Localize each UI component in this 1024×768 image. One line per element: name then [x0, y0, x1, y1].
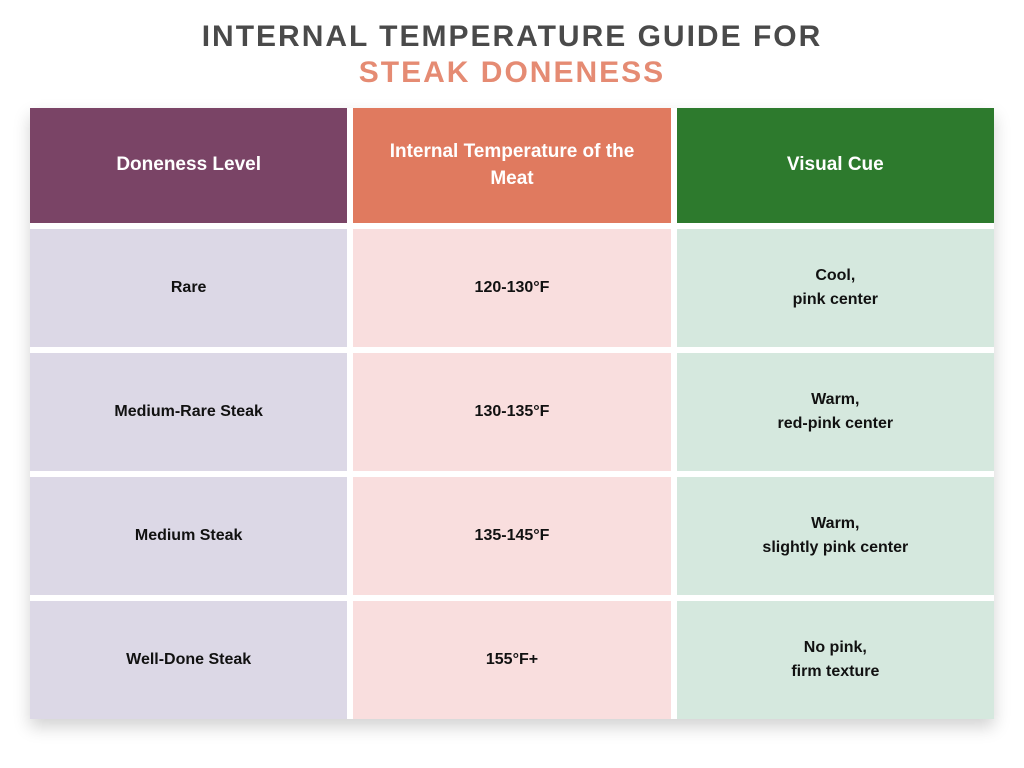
- page-title-block: INTERNAL TEMPERATURE GUIDE FOR STEAK DON…: [30, 20, 994, 90]
- cell-2-level: Medium Steak: [30, 477, 347, 595]
- cell-2-cue: Warm, slightly pink center: [677, 477, 994, 595]
- doneness-table: Doneness LevelInternal Temperature of th…: [30, 108, 994, 719]
- cell-1-level: Medium-Rare Steak: [30, 353, 347, 471]
- title-line-1: INTERNAL TEMPERATURE GUIDE FOR: [30, 20, 994, 54]
- cell-2-temp: 135-145°F: [353, 477, 670, 595]
- col-header-1: Internal Temperature of the Meat: [353, 108, 670, 223]
- cell-3-level: Well-Done Steak: [30, 601, 347, 719]
- cell-0-cue: Cool, pink center: [677, 229, 994, 347]
- cell-3-temp: 155°F+: [353, 601, 670, 719]
- col-header-2: Visual Cue: [677, 108, 994, 223]
- col-header-0: Doneness Level: [30, 108, 347, 223]
- cell-3-cue: No pink, firm texture: [677, 601, 994, 719]
- doneness-table-wrapper: Doneness LevelInternal Temperature of th…: [30, 108, 994, 719]
- cell-1-temp: 130-135°F: [353, 353, 670, 471]
- cell-0-level: Rare: [30, 229, 347, 347]
- cell-0-temp: 120-130°F: [353, 229, 670, 347]
- title-line-2: STEAK DONENESS: [30, 56, 994, 90]
- cell-1-cue: Warm, red-pink center: [677, 353, 994, 471]
